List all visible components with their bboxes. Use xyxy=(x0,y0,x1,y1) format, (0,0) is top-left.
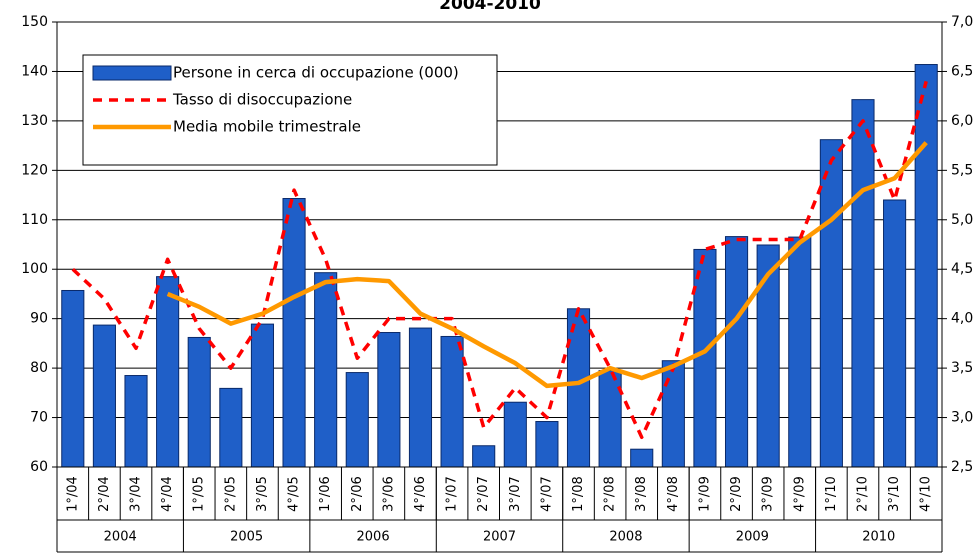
bar xyxy=(693,248,717,468)
x-tick-label: 3°/06 xyxy=(381,476,396,512)
bar xyxy=(883,199,907,468)
x-tick-label: 2°/09 xyxy=(729,476,744,512)
bar xyxy=(440,335,464,468)
x-tick-label: 4°/04 xyxy=(160,476,175,512)
bar xyxy=(472,445,496,468)
bar xyxy=(914,64,938,468)
x-tick-label: 4°/10 xyxy=(919,476,934,512)
bar xyxy=(503,401,527,468)
x-tick-label: 4°/06 xyxy=(413,476,428,512)
x-tick-label: 3°/07 xyxy=(508,476,523,512)
bar xyxy=(851,99,875,468)
bar xyxy=(630,448,654,468)
group-label: 2007 xyxy=(483,530,516,545)
y2-tick-label: 3,0 xyxy=(951,410,973,426)
group-label: 2005 xyxy=(230,530,263,545)
series-line xyxy=(71,80,928,440)
y2-tick-label: 5,0 xyxy=(951,212,973,228)
y2-tick-label: 3,5 xyxy=(951,360,973,376)
x-tick-label: 1°/05 xyxy=(192,476,207,512)
x-tick-label: 4°/07 xyxy=(539,476,554,512)
x-tick-label: 2°/10 xyxy=(855,476,870,512)
y2-tick-label: 6,5 xyxy=(951,63,973,79)
series-line xyxy=(166,141,928,389)
group-label: 2008 xyxy=(609,530,642,545)
x-tick-label: 1°/09 xyxy=(697,476,712,512)
bar xyxy=(598,370,622,468)
y-tick-label: 110 xyxy=(21,212,48,228)
x-tick-label: 1°/06 xyxy=(318,476,333,512)
y2-tick-label: 2,5 xyxy=(951,459,973,475)
x-tick-label: 4°/08 xyxy=(666,476,681,512)
group-label: 2006 xyxy=(357,530,390,545)
x-tick-label: 4°/05 xyxy=(287,476,302,512)
bar xyxy=(377,332,401,468)
bar xyxy=(124,375,148,468)
y2-tick-label: 5,5 xyxy=(951,162,973,178)
bar xyxy=(187,336,211,468)
x-tick-label: 2°/04 xyxy=(97,476,112,512)
bar xyxy=(788,236,812,468)
group-label: 2010 xyxy=(862,530,895,545)
x-tick-label: 3°/08 xyxy=(634,476,649,512)
y-tick-label: 70 xyxy=(30,410,48,426)
x-tick-label: 2°/07 xyxy=(476,476,491,512)
bar xyxy=(345,372,369,468)
legend-label: Tasso di disoccupazione xyxy=(172,91,352,109)
bar xyxy=(250,323,275,468)
bar xyxy=(756,244,780,468)
x-tick-label: 2°/05 xyxy=(223,476,238,512)
x-tick-label: 3°/04 xyxy=(129,476,144,512)
bar xyxy=(819,139,843,468)
bar xyxy=(566,308,591,468)
x-tick-label: 1°/04 xyxy=(65,476,80,512)
x-tick-label: 3°/10 xyxy=(887,476,902,512)
y2-tick-label: 4,5 xyxy=(951,261,973,277)
bar xyxy=(314,272,338,468)
bar xyxy=(219,387,243,468)
bar xyxy=(408,327,433,468)
x-tick-label: 1°/07 xyxy=(445,476,460,512)
y-tick-label: 130 xyxy=(21,113,48,129)
x-tick-label: 3°/09 xyxy=(761,476,776,512)
x-tick-label: 3°/05 xyxy=(255,476,270,512)
bar xyxy=(661,360,685,468)
bar xyxy=(156,276,180,468)
x-tick-label: 1°/10 xyxy=(824,476,839,512)
y-tick-label: 120 xyxy=(21,162,48,178)
y2-tick-label: 6,0 xyxy=(951,113,973,129)
bar xyxy=(92,324,116,468)
legend-label: Media mobile trimestrale xyxy=(173,118,361,136)
bar xyxy=(535,421,559,468)
y-tick-label: 60 xyxy=(30,459,48,475)
y2-tick-label: 4,0 xyxy=(951,311,973,327)
bar xyxy=(724,236,749,468)
y-tick-label: 140 xyxy=(21,63,48,79)
x-tick-label: 2°/06 xyxy=(350,476,365,512)
x-tick-label: 1°/08 xyxy=(571,476,586,512)
legend-label: Persone in cerca di occupazione (000) xyxy=(173,64,459,82)
y-tick-label: 150 xyxy=(21,14,48,30)
chart-title: 2004-2010 xyxy=(439,0,541,14)
bar xyxy=(282,198,306,468)
y-tick-label: 80 xyxy=(30,360,48,376)
group-label: 2009 xyxy=(736,530,769,545)
x-tick-label: 4°/09 xyxy=(792,476,807,512)
legend-swatch xyxy=(92,65,172,81)
bar xyxy=(61,289,85,468)
x-tick-label: 2°/08 xyxy=(603,476,618,512)
group-label: 2004 xyxy=(104,530,137,545)
y-tick-label: 100 xyxy=(21,261,48,277)
y-tick-label: 90 xyxy=(30,311,48,327)
y2-tick-label: 7,0 xyxy=(951,14,973,30)
